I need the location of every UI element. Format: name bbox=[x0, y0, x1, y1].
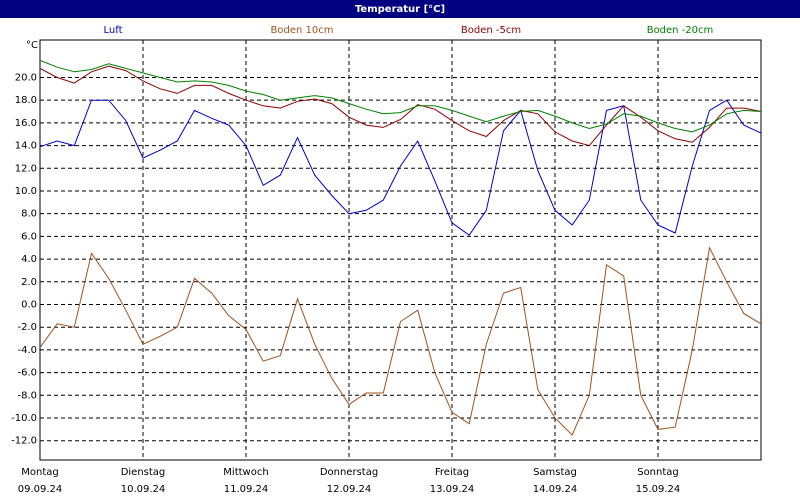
y-tick-label: 18.0 bbox=[15, 95, 37, 106]
series-line bbox=[39, 99, 762, 236]
chart-title: Temperatur [°C] bbox=[355, 4, 445, 15]
y-tick-label: 0.0 bbox=[21, 299, 37, 310]
legend-label: Boden -5cm bbox=[461, 25, 521, 36]
series-line bbox=[39, 65, 762, 147]
y-tick-label: 4.0 bbox=[21, 254, 37, 265]
y-tick-label: 10.0 bbox=[15, 186, 37, 197]
title-bar bbox=[0, 0, 800, 18]
series-line bbox=[39, 59, 762, 133]
x-tick-date: 13.09.24 bbox=[430, 484, 475, 495]
legend-label: Luft bbox=[104, 25, 123, 36]
x-tick-date: 12.09.24 bbox=[327, 484, 372, 495]
y-tick-label: 6.0 bbox=[21, 231, 37, 242]
y-tick-label: 14.0 bbox=[15, 141, 37, 152]
x-tick-label: Freitag bbox=[435, 467, 469, 478]
x-tick-label: Sonntag bbox=[637, 467, 679, 478]
legend-label: Boden -20cm bbox=[647, 25, 714, 36]
y-unit: °C bbox=[26, 40, 38, 51]
x-tick-date: 09.09.24 bbox=[18, 484, 63, 495]
x-tick-date: 11.09.24 bbox=[224, 484, 269, 495]
series-line bbox=[39, 246, 762, 436]
y-tick-label: -12.0 bbox=[11, 436, 37, 447]
x-tick-date: 15.09.24 bbox=[636, 484, 681, 495]
y-tick-label: -10.0 bbox=[11, 413, 37, 424]
x-tick-label: Donnerstag bbox=[320, 467, 378, 478]
x-tick-label: Dienstag bbox=[121, 467, 166, 478]
x-tick-date: 14.09.24 bbox=[533, 484, 578, 495]
y-tick-label: -6.0 bbox=[17, 368, 37, 379]
y-tick-label: 16.0 bbox=[15, 118, 37, 129]
y-tick-label: 20.0 bbox=[15, 72, 37, 83]
x-tick-label: Samstag bbox=[533, 467, 577, 478]
y-tick-label: -8.0 bbox=[17, 390, 37, 401]
y-tick-label: -2.0 bbox=[17, 322, 37, 333]
x-tick-label: Mittwoch bbox=[223, 467, 268, 478]
x-tick-label: Montag bbox=[21, 467, 58, 478]
y-tick-label: 8.0 bbox=[21, 209, 37, 220]
y-tick-label: -4.0 bbox=[17, 345, 37, 356]
plot-frame bbox=[39, 39, 762, 461]
x-tick-date: 10.09.24 bbox=[121, 484, 166, 495]
legend-label: Boden 10cm bbox=[271, 25, 334, 36]
y-tick-label: 12.0 bbox=[15, 163, 37, 174]
y-tick-label: 2.0 bbox=[21, 277, 37, 288]
